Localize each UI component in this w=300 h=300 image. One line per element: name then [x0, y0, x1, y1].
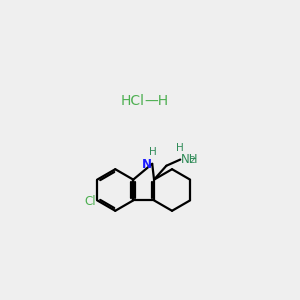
Text: N: N — [141, 158, 152, 171]
Text: Cl: Cl — [85, 195, 97, 208]
Text: 2: 2 — [189, 156, 195, 165]
Text: NH: NH — [181, 153, 199, 166]
Text: —H: —H — [145, 94, 169, 108]
Text: HCl: HCl — [121, 94, 145, 108]
Text: H: H — [149, 147, 157, 157]
Text: H: H — [176, 143, 183, 153]
